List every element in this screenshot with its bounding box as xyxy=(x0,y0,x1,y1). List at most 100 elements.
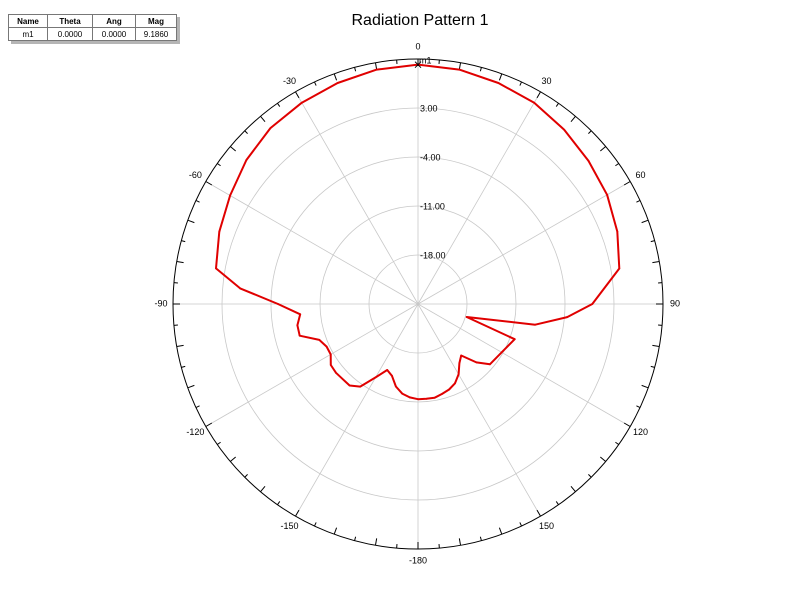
trace-point xyxy=(374,376,377,379)
outer-tick xyxy=(195,200,200,203)
angle-label: 30 xyxy=(541,76,551,86)
trace-point xyxy=(488,363,491,366)
marker-cross xyxy=(414,61,422,69)
outer-tick xyxy=(588,474,592,478)
grid-spoke-300 xyxy=(205,181,419,305)
outer-tick xyxy=(205,181,213,186)
outer-tick xyxy=(187,219,195,224)
trace-point xyxy=(239,287,242,290)
outer-tick xyxy=(652,344,660,348)
angle-label: -120 xyxy=(186,427,204,437)
outer-tick xyxy=(536,509,541,517)
trace-point xyxy=(587,160,590,162)
outer-tick xyxy=(641,219,649,224)
trace-point xyxy=(460,354,463,357)
trace-point xyxy=(336,82,339,84)
outer-tick xyxy=(479,67,482,72)
trace-point xyxy=(448,388,451,391)
trace-point xyxy=(457,373,460,376)
trace-point xyxy=(245,159,248,161)
trace-point xyxy=(394,385,397,388)
outer-tick xyxy=(641,384,649,389)
grid-spoke-150 xyxy=(417,303,541,517)
outer-tick xyxy=(295,509,300,517)
trace-point xyxy=(458,362,461,364)
outer-tick xyxy=(244,130,248,134)
trace-point xyxy=(325,345,328,348)
outer-tick xyxy=(636,405,641,408)
marker-ang-cell: 0.0000 xyxy=(92,27,136,41)
trace-point xyxy=(269,127,272,130)
outer-tick xyxy=(181,365,186,368)
outer-tick xyxy=(636,200,641,203)
trace-point xyxy=(408,396,411,399)
angle-label: 150 xyxy=(539,521,554,531)
trace-point xyxy=(401,392,404,395)
trace-point xyxy=(386,369,389,371)
angle-label: -90 xyxy=(154,298,167,308)
chart-title: Radiation Pattern 1 xyxy=(351,12,489,29)
outer-tick xyxy=(229,456,237,462)
trace-point xyxy=(218,230,221,233)
angle-label: 0 xyxy=(415,41,420,51)
radiation-trace xyxy=(215,63,621,401)
angle-label: -150 xyxy=(280,521,298,531)
outer-tick xyxy=(217,163,221,167)
trace-point xyxy=(591,303,594,305)
angle-label: -60 xyxy=(189,170,202,180)
trace-point xyxy=(229,194,231,197)
trace-point xyxy=(616,230,619,233)
outer-tick xyxy=(519,81,522,86)
trace-point xyxy=(458,68,461,71)
grid-spoke-330 xyxy=(295,91,419,305)
trace-point xyxy=(329,353,332,356)
trace-point xyxy=(534,323,537,326)
trace-point xyxy=(391,374,393,377)
outer-tick xyxy=(354,536,357,541)
radial-labels: 3.00 -4.00 -11.00 -18.00 xyxy=(420,103,446,260)
outer-tick xyxy=(570,485,576,493)
outer-tick xyxy=(498,527,503,535)
outer-tick xyxy=(195,405,200,408)
trace-point xyxy=(348,384,351,387)
outer-tick xyxy=(374,538,378,546)
outer-tick xyxy=(652,260,660,264)
trace-point xyxy=(497,82,500,84)
radial-label: 3.00 xyxy=(420,103,438,113)
outer-tick xyxy=(599,146,607,152)
outer-tick xyxy=(295,91,300,99)
outer-tick xyxy=(187,384,195,389)
outer-tick xyxy=(536,91,541,99)
polar-outer-ticks xyxy=(173,59,663,549)
trace-point xyxy=(277,303,279,305)
marker-table-row: m1 0.0000 0.0000 9.1860 xyxy=(8,27,177,41)
radial-label: -4.00 xyxy=(420,152,441,162)
angle-label: 120 xyxy=(633,427,648,437)
trace-point xyxy=(299,313,302,316)
trace-point xyxy=(375,68,378,71)
trace-point xyxy=(533,101,536,104)
trace-point xyxy=(329,364,332,366)
trace-point xyxy=(618,267,621,270)
marker-m1: m1 xyxy=(414,56,432,69)
angle-labels: 0 30 60 90 120 150 -180 -150 -120 -90 -60 -30 xyxy=(154,41,680,565)
trace-point xyxy=(513,338,516,341)
outer-tick xyxy=(623,422,631,427)
trace-point xyxy=(425,397,428,400)
outer-tick xyxy=(181,240,186,243)
outer-tick xyxy=(176,344,184,348)
grid-spoke-210 xyxy=(295,303,419,517)
outer-tick xyxy=(588,130,592,134)
marker-label: m1 xyxy=(419,56,432,66)
outer-tick xyxy=(333,527,338,535)
outer-tick xyxy=(244,474,248,478)
angle-label: 90 xyxy=(670,298,680,308)
grid-spoke-120 xyxy=(417,303,631,427)
trace-series-0 xyxy=(215,63,621,401)
trace-point xyxy=(454,382,456,385)
radial-label: -11.00 xyxy=(420,201,445,211)
outer-tick xyxy=(277,103,281,107)
marker-mag-cell: 9.1860 xyxy=(135,27,177,41)
grid-spoke-60 xyxy=(417,181,631,305)
